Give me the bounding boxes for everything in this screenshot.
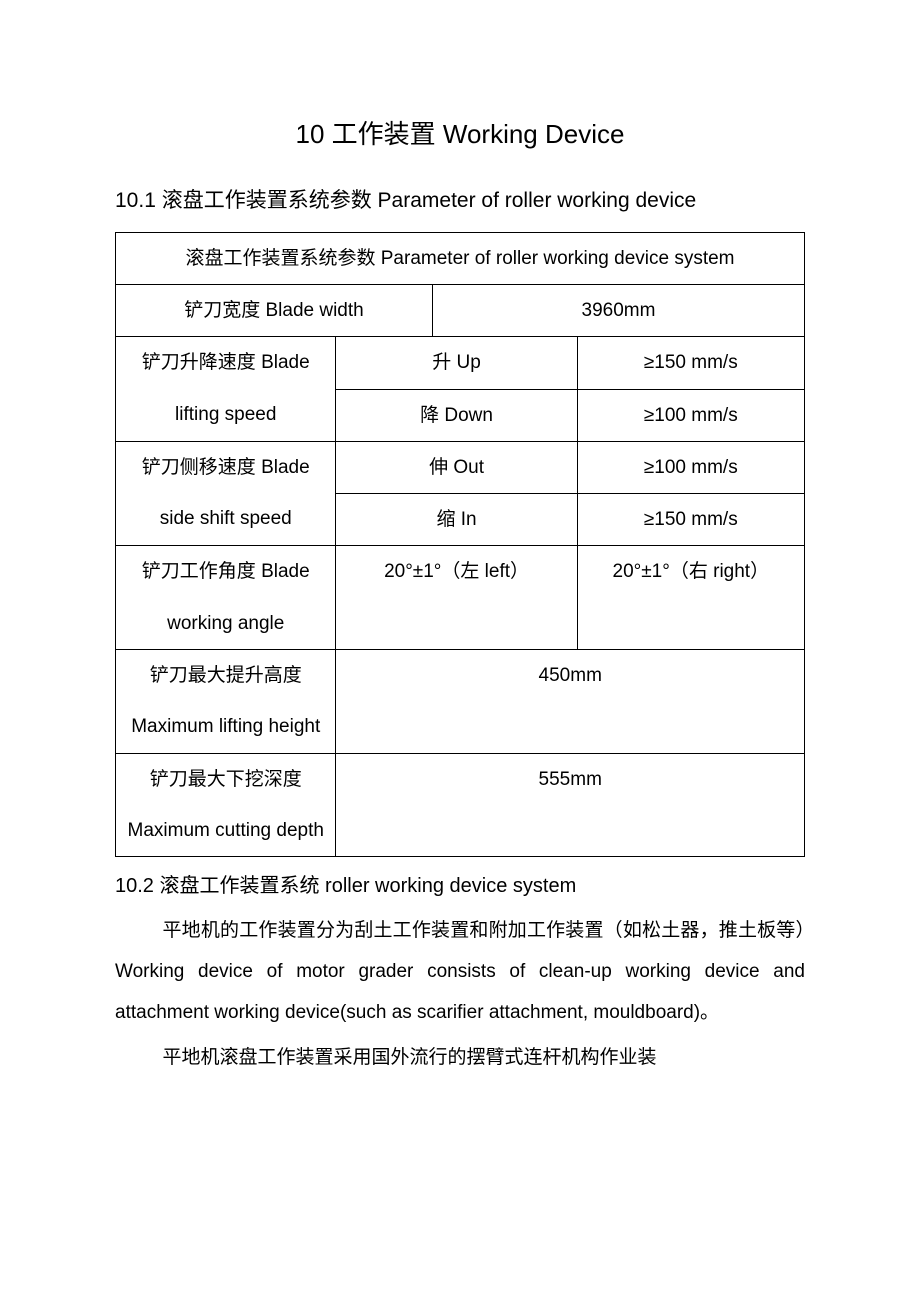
lifting-down-value: ≥100 mm/s — [577, 389, 804, 441]
lifting-down-label: 降 Down — [336, 389, 577, 441]
blade-width-label: 铲刀宽度 Blade width — [116, 284, 433, 336]
side-out-value: ≥100 mm/s — [577, 441, 804, 493]
side-in-label: 缩 In — [336, 494, 577, 546]
blade-width-value: 3960mm — [432, 284, 804, 336]
paragraph-1: 平地机的工作装置分为刮土工作装置和附加工作装置（如松土器，推土板等）Workin… — [115, 911, 805, 1034]
paragraph-2: 平地机滚盘工作装置采用国外流行的摆臂式连杆机构作业装 — [115, 1038, 805, 1079]
max-cut-value: 555mm — [336, 753, 805, 857]
lifting-up-value: ≥150 mm/s — [577, 337, 804, 389]
max-lift-value: 450mm — [336, 650, 805, 754]
lifting-speed-label: 铲刀升降速度 Blade lifting speed — [116, 337, 336, 442]
side-out-label: 伸 Out — [336, 441, 577, 493]
lifting-up-label: 升 Up — [336, 337, 577, 389]
parameters-table: 滚盘工作装置系统参数 Parameter of roller working d… — [115, 232, 805, 858]
side-shift-label: 铲刀侧移速度 Blade side shift speed — [116, 441, 336, 546]
max-cut-label: 铲刀最大下挖深度 Maximum cutting depth — [116, 753, 336, 857]
table-header: 滚盘工作装置系统参数 Parameter of roller working d… — [116, 232, 805, 284]
section-1-heading: 10.1 滚盘工作装置系统参数 Parameter of roller work… — [115, 177, 805, 225]
document-title: 10 工作装置 Working Device — [115, 110, 805, 159]
section-2-heading: 10.2 滚盘工作装置系统 roller working device syst… — [115, 867, 805, 905]
working-angle-left: 20°±1°（左 left） — [336, 546, 577, 650]
working-angle-label: 铲刀工作角度 Blade working angle — [116, 546, 336, 650]
side-in-value: ≥150 mm/s — [577, 494, 804, 546]
max-lift-label: 铲刀最大提升高度 Maximum lifting height — [116, 650, 336, 754]
working-angle-right: 20°±1°（右 right） — [577, 546, 804, 650]
